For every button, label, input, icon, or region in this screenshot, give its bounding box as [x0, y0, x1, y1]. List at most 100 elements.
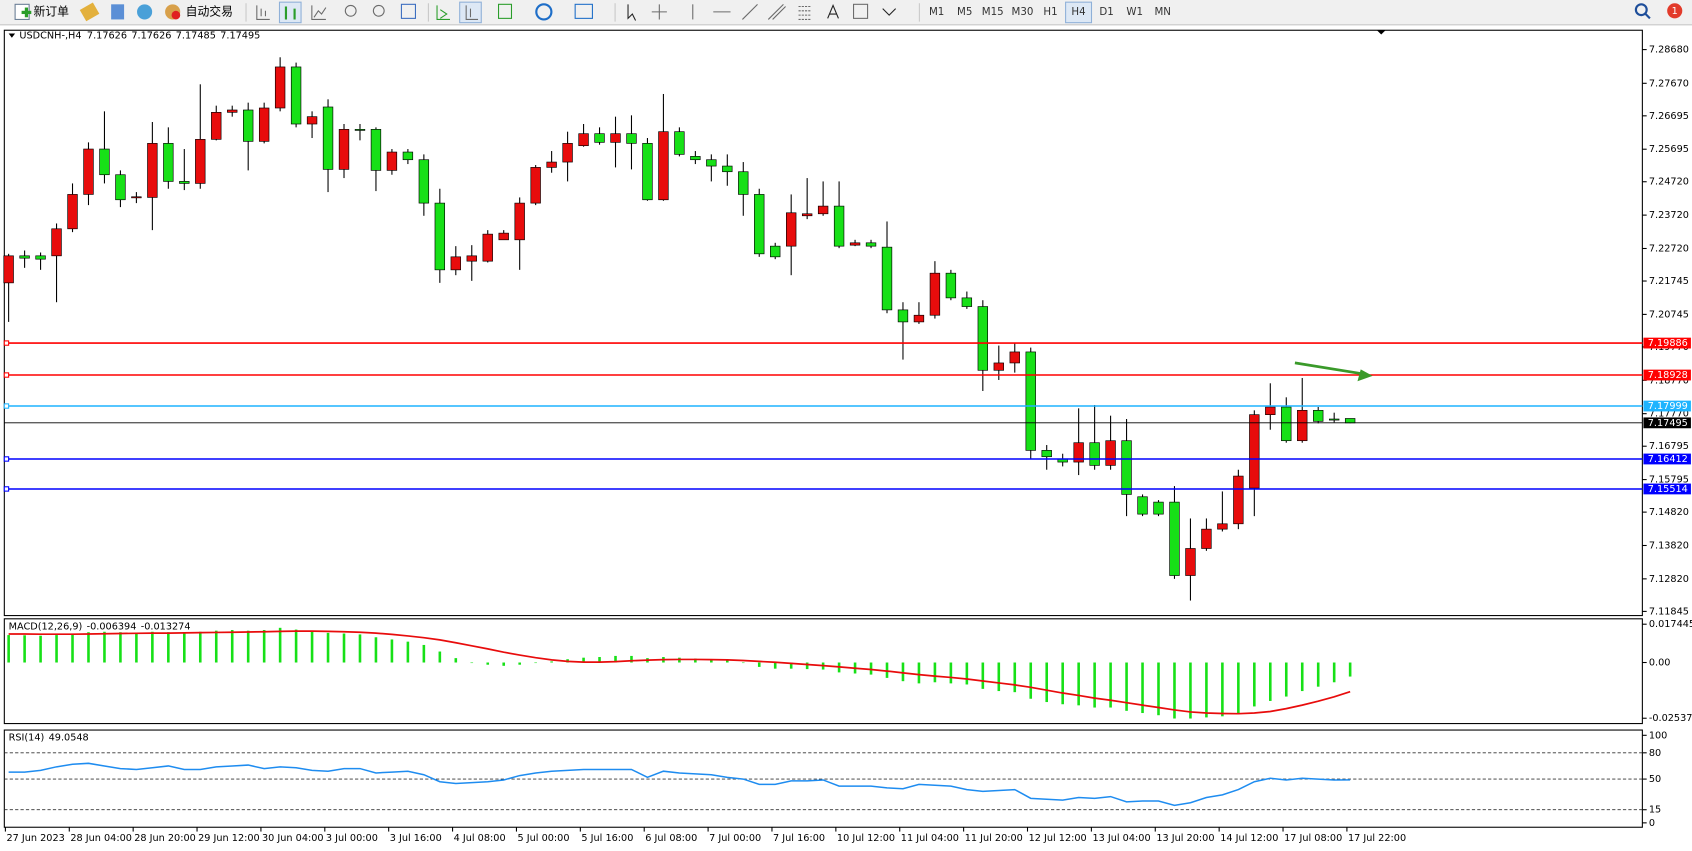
candle-body — [211, 112, 222, 140]
x-tick-label: 13 Jul 04:00 — [1092, 833, 1150, 844]
timeframe-button[interactable]: H1 — [1043, 6, 1057, 18]
macd-bar — [1269, 662, 1272, 701]
icon[interactable] — [535, 3, 553, 21]
icon[interactable] — [627, 4, 637, 21]
icon[interactable] — [344, 4, 357, 17]
toolbar-icons[interactable] — [256, 1, 1651, 24]
candle-body — [833, 205, 845, 247]
timeframe-button[interactable]: M5 — [957, 6, 972, 18]
icon[interactable] — [372, 4, 385, 17]
macd-bar — [374, 637, 378, 663]
macd-bar — [1141, 662, 1144, 714]
icon[interactable] — [311, 5, 327, 20]
icon[interactable] — [278, 1, 302, 24]
y-tick-label: 0.017445 — [1649, 619, 1692, 630]
macd-bar — [1332, 662, 1336, 683]
candle-body — [722, 165, 733, 173]
candle-body — [418, 159, 430, 204]
x-tick-label: 27 Jun 2023 — [6, 833, 64, 844]
macd-bar — [103, 631, 106, 663]
icon[interactable] — [436, 5, 450, 20]
icon[interactable] — [798, 5, 812, 20]
macd-title: MACD(12,26,9) — [9, 621, 83, 632]
candle-body — [1249, 414, 1260, 489]
timeframe-button[interactable]: M1 — [929, 6, 944, 18]
y-tick-label: 7.12820 — [1649, 574, 1689, 585]
x-tick-label: 4 Jul 08:00 — [454, 833, 506, 844]
candle-body — [1265, 406, 1276, 415]
macd-bar — [885, 662, 889, 678]
y-tick-label: 7.27670 — [1649, 78, 1689, 89]
icon[interactable] — [574, 3, 593, 19]
search-icon[interactable] — [1644, 13, 1651, 20]
candle-body — [482, 233, 493, 262]
y-tick-label: 7.28680 — [1649, 45, 1689, 56]
macd-bar — [23, 635, 26, 663]
timeframe-button[interactable]: W1 — [1126, 6, 1143, 18]
macd-bar — [773, 662, 777, 669]
candle-body — [1137, 496, 1148, 515]
x-tick-label: 10 Jul 12:00 — [837, 833, 895, 844]
rsi-line — [8, 762, 1351, 807]
candle-body — [1041, 450, 1052, 458]
candle-body — [1105, 440, 1116, 466]
icon[interactable] — [827, 3, 839, 19]
macd-bar — [55, 635, 58, 663]
icon[interactable] — [853, 3, 869, 19]
timeframe-button[interactable]: M15 — [982, 6, 1004, 18]
candle-body — [1328, 418, 1340, 421]
candle-body — [610, 133, 621, 143]
candle-body — [1233, 475, 1244, 525]
icon[interactable] — [497, 3, 513, 19]
auto-trading-button[interactable]: 自动交易 — [165, 4, 233, 20]
header-high: 7.17626 — [131, 31, 171, 42]
level-handle — [3, 486, 10, 492]
symbol: USDCNH-,H4 — [19, 31, 81, 42]
chart-content: 7.28680 7.27670 7.26695 7.25695 7.24720 7.237… — [3, 45, 1692, 844]
candle-body — [642, 143, 653, 201]
y-tick-label: 80 — [1649, 748, 1661, 759]
candle-body — [19, 255, 30, 259]
icon[interactable] — [767, 3, 786, 20]
candle-body — [1153, 501, 1164, 515]
macd-bar — [1348, 662, 1352, 677]
icon[interactable] — [882, 8, 897, 16]
icon[interactable] — [651, 4, 667, 20]
x-tick-label: 7 Jul 16:00 — [773, 833, 825, 844]
macd-bar — [502, 662, 506, 666]
icon[interactable] — [256, 5, 270, 20]
candle-body — [386, 151, 398, 171]
chart-shift-marker — [1376, 30, 1386, 35]
macd-bar — [1125, 662, 1128, 711]
macd-bar — [917, 662, 921, 684]
timeframe-button[interactable]: H4 — [1071, 6, 1085, 18]
icon[interactable] — [111, 4, 125, 20]
x-tick-label: 29 Jun 12:00 — [198, 833, 260, 844]
y-tick-label: 100 — [1649, 730, 1668, 741]
macd-bar — [151, 631, 154, 663]
macd-bar — [614, 655, 617, 663]
macd-bar — [278, 627, 282, 663]
icon[interactable] — [79, 2, 100, 22]
candle-body — [402, 151, 414, 161]
icon[interactable] — [137, 4, 153, 20]
level-label: 7.15514 — [1648, 484, 1688, 495]
macd-bar — [310, 630, 314, 663]
timeframe-button[interactable]: D1 — [1099, 6, 1113, 18]
y-tick-label: 7.26695 — [1649, 111, 1689, 122]
macd-header: MACD(12,26,9) -0.006394 -0.013274 — [9, 621, 191, 632]
search-icon[interactable] — [1634, 3, 1648, 17]
candle-body — [498, 232, 509, 241]
new-order-button[interactable]: 新订单 — [14, 3, 69, 20]
y-tick-label: 7.18770 — [1649, 375, 1689, 386]
candle-body — [897, 309, 909, 323]
icon[interactable] — [742, 3, 758, 20]
icon[interactable] — [284, 6, 296, 20]
icon[interactable] — [465, 5, 479, 20]
notification-badge[interactable]: 1 — [1667, 3, 1683, 19]
timeframe-button[interactable]: MN — [1154, 6, 1171, 18]
timeframe-button[interactable]: M30 — [1011, 6, 1033, 18]
icon[interactable] — [400, 3, 416, 19]
y-tick-label: 7.20745 — [1649, 309, 1689, 320]
